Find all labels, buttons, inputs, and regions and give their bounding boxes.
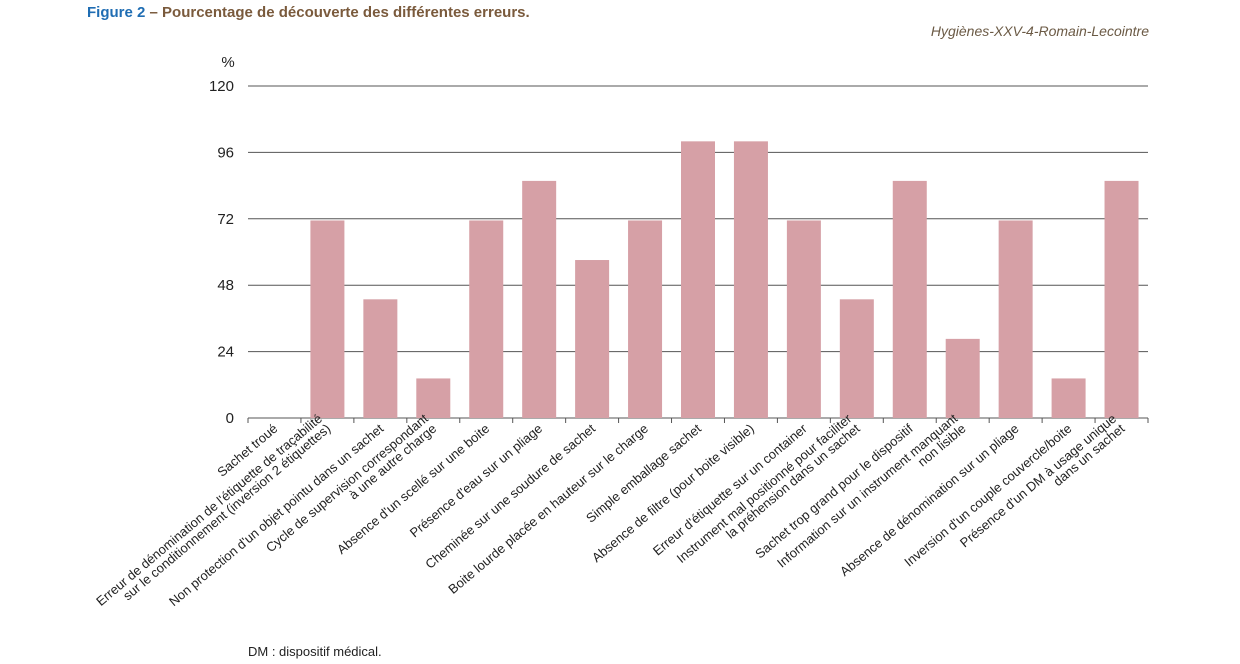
bar: [786, 220, 821, 418]
figure-source: Hygiènes-XXV-4-Romain-Lecointre: [930, 23, 1149, 39]
figure-title-text: – Pourcentage de découverte des différen…: [145, 4, 530, 21]
x-tick-label: Boite lourde placée en hauteur sur le ch…: [445, 421, 651, 597]
bar: [998, 220, 1033, 418]
footnote: DM : dispositif médical.: [248, 644, 382, 659]
bar: [522, 180, 557, 418]
figure-number: Figure 2: [87, 4, 146, 21]
x-tick-label: Présence d'un DM à usage uniquedans un s…: [957, 411, 1128, 561]
y-tick-label: 120: [209, 78, 234, 95]
bar: [1051, 378, 1086, 418]
y-tick-label: 48: [217, 277, 234, 294]
y-tick-label: 0: [226, 410, 234, 427]
bar: [733, 141, 768, 419]
x-tick-label-line: Présence d'un DM à usage unique: [957, 411, 1119, 550]
y-tick-label: 24: [217, 344, 234, 361]
y-tick-label: 96: [217, 144, 234, 161]
y-tick-label: 72: [217, 211, 234, 228]
bar: [363, 299, 398, 418]
y-axis-unit-label: %: [221, 54, 234, 71]
x-tick-label-line: Boite lourde placée en hauteur sur le ch…: [445, 421, 651, 597]
bar: [416, 378, 451, 418]
bar: [575, 260, 610, 418]
bar: [839, 299, 874, 418]
bar: [469, 220, 504, 418]
bar: [892, 180, 927, 418]
figure-title: Figure 2 – Pourcentage de découverte des…: [87, 4, 530, 21]
bar: [681, 141, 715, 419]
bar: [945, 338, 980, 418]
bar: [628, 220, 663, 418]
bar: [310, 220, 345, 418]
bar: [1104, 180, 1139, 418]
